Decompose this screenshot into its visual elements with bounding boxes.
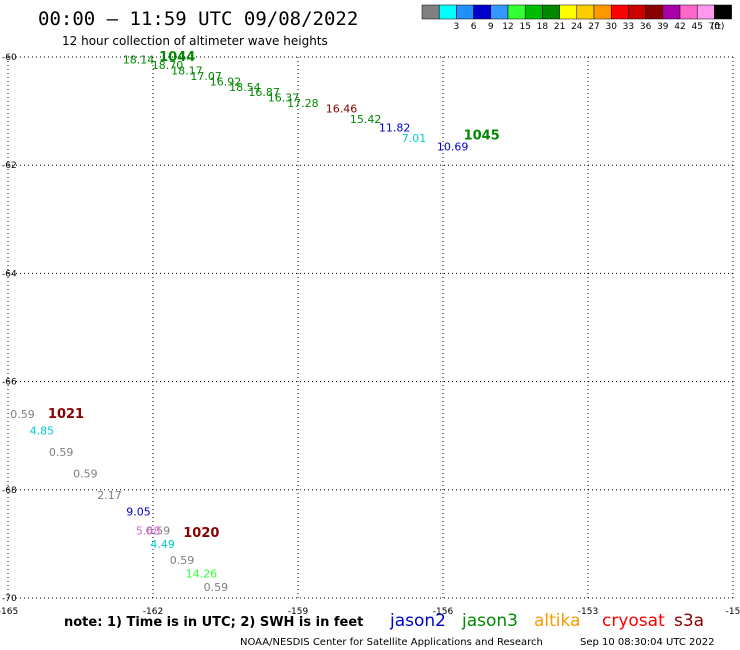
pass-labels: 1044 1045 1021 1020 <box>48 50 500 541</box>
wave-height-label: 0.59 <box>73 468 98 481</box>
wave-height-label: 5.68 <box>136 524 161 537</box>
latitude-tick-label: -68 <box>2 486 17 496</box>
color-scale-label: 3 <box>454 22 460 32</box>
longitude-tick-label: -165 <box>0 607 18 617</box>
wave-height-label: 4.49 <box>150 538 175 551</box>
map-grid <box>7 56 734 599</box>
mission-legend-item: jason2 <box>389 611 446 631</box>
latitude-tick-label: -70 <box>2 594 17 604</box>
color-scale-label: 27 <box>588 22 599 32</box>
color-scale-swatch <box>610 4 629 20</box>
color-scale-swatch <box>490 4 509 20</box>
mission-legend-item: altika <box>534 611 581 631</box>
color-scale-label: 18 <box>537 22 549 32</box>
color-scale-swatch <box>542 4 560 20</box>
footer-timestamp: Sep 10 08:30:04 UTC 2022 <box>580 637 714 648</box>
pass-number-label: 1044 <box>159 50 195 65</box>
color-scale-label: 30 <box>605 22 617 32</box>
footer-note: note: 1) Time is in UTC; 2) SWH is in fe… <box>64 615 363 630</box>
wave-height-label: 11.82 <box>379 121 411 134</box>
longitude-tick-label: -159 <box>288 607 309 617</box>
wave-height-label: 7.01 <box>402 132 427 145</box>
color-scale-label: 42 <box>674 22 685 32</box>
wave-height-label: 0.59 <box>170 554 195 567</box>
color-scale-swatch <box>559 4 578 20</box>
color-scale-swatch <box>645 4 664 20</box>
color-scale-swatch <box>507 4 526 20</box>
color-scale-swatch <box>473 4 492 20</box>
wave-height-label: 17.28 <box>287 97 319 110</box>
latitude-tick-label: -64 <box>2 269 17 279</box>
wave-height-label: 0.59 <box>10 408 35 421</box>
wave-height-label: 15.42 <box>350 113 382 126</box>
color-scale-swatch <box>662 4 681 20</box>
color-scale-swatch <box>714 4 732 20</box>
color-scale-swatch <box>421 4 440 20</box>
wave-height-label: 9.05 <box>126 505 151 518</box>
observation-labels: 18.1418.7018.1717.0716.9218.5416.8716.37… <box>10 54 468 594</box>
color-scale-swatch <box>696 4 715 20</box>
wave-height-label: 2.17 <box>97 489 122 502</box>
longitude-tick-label: -153 <box>578 607 598 617</box>
pass-number-label: 1020 <box>183 526 219 541</box>
wave-height-label: 0.59 <box>49 446 74 459</box>
color-scale-swatch <box>628 4 646 20</box>
wave-height-label: 10.69 <box>437 140 469 153</box>
color-scale-unit: (ft) <box>711 22 725 32</box>
color-scale-swatch <box>438 4 457 20</box>
color-scale-swatch <box>524 4 543 20</box>
longitude-tick-label: -156 <box>433 607 454 617</box>
footer-credit: NOAA/NESDIS Center for Satellite Applica… <box>240 637 543 648</box>
color-scale-label: 33 <box>623 22 634 32</box>
axis-ticks: -165 -162 -159 -156 -153 -15 -60 -62 -64 -66 -68 -7… <box>0 53 740 617</box>
latitude-tick-label: -60 <box>2 53 17 63</box>
wave-height-label: 16.46 <box>326 102 358 115</box>
page-title: 00:00 – 11:59 UTC 09/08/2022 <box>38 8 358 30</box>
page-subtitle: 12 hour collection of altimeter wave hei… <box>62 34 328 48</box>
wave-height-label: 18.54 <box>229 81 261 94</box>
wave-height-label: 18.17 <box>171 65 203 78</box>
wave-height-label: 18.14 <box>123 54 155 67</box>
color-scale-label: 45 <box>691 22 702 32</box>
longitude-tick-label: -15 <box>726 607 740 617</box>
mission-legend-item: jason3 <box>461 611 518 631</box>
color-scale-label: 6 <box>471 22 477 32</box>
wave-height-label: 4.85 <box>30 424 55 437</box>
color-scale-swatch <box>576 4 595 20</box>
color-scale: 3 6 9 12 15 18 21 24 27 30 33 36 39 42 45 70(ft) <box>421 4 732 32</box>
wave-height-label: 14.26 <box>186 568 218 581</box>
color-scale-label: 21 <box>554 22 565 32</box>
color-scale-label: 12 <box>502 22 513 32</box>
latitude-tick-label: -62 <box>2 161 17 171</box>
color-scale-label: 36 <box>640 22 652 32</box>
wave-height-label: 18.70 <box>152 59 184 72</box>
wave-height-label: 17.07 <box>190 70 222 83</box>
mission-legend-item: s3a <box>674 611 704 631</box>
longitude-tick-label: -162 <box>143 607 163 617</box>
color-scale-label: 24 <box>571 22 583 32</box>
mission-legend: jason2 jason3 altika cryosat s3a <box>389 611 704 631</box>
wave-height-label: 0.59 <box>204 581 229 594</box>
latitude-tick-label: -66 <box>2 378 17 388</box>
wave-height-label: 0.59 <box>146 524 171 537</box>
color-scale-label: 70 <box>709 22 721 32</box>
color-scale-swatch <box>679 4 698 20</box>
color-scale-label: 39 <box>657 22 669 32</box>
pass-number-label: 1045 <box>464 128 500 143</box>
color-scale-label: 9 <box>488 22 494 32</box>
pass-number-label: 1021 <box>48 407 84 422</box>
wave-height-label: 16.92 <box>210 75 242 88</box>
mission-legend-item: cryosat <box>602 611 665 631</box>
color-scale-swatch <box>593 4 612 20</box>
color-scale-label: 15 <box>519 22 530 32</box>
wave-height-label: 16.87 <box>248 86 280 99</box>
wave-height-label: 16.37 <box>268 92 300 105</box>
color-scale-swatch <box>456 4 474 20</box>
